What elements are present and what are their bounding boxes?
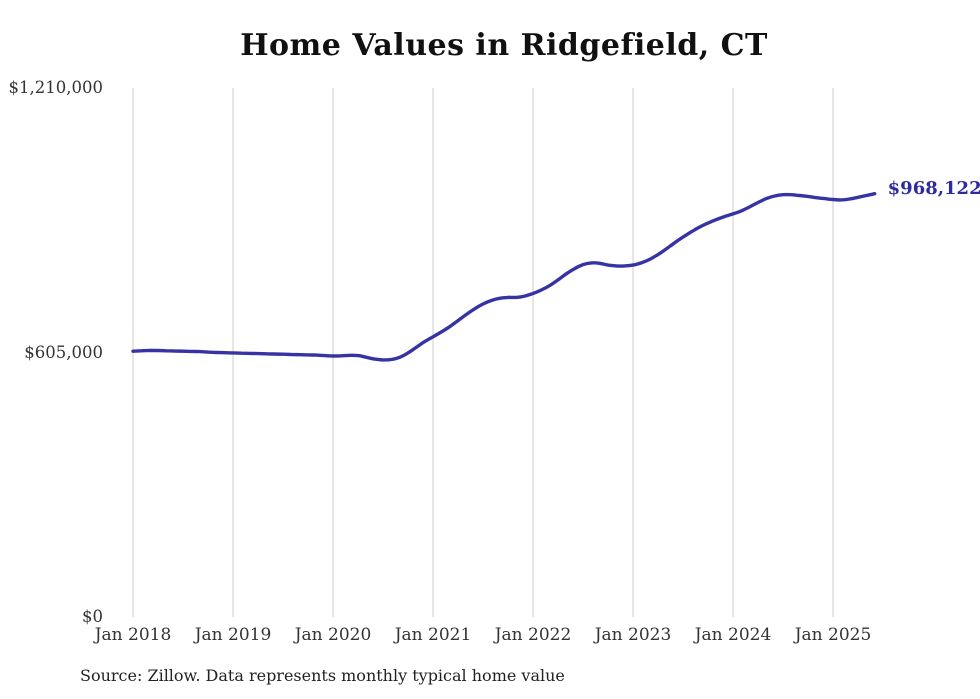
x-axis-tick-label: Jan 2024 xyxy=(694,625,772,645)
x-axis-tick-label: Jan 2021 xyxy=(394,625,472,645)
source-note: Source: Zillow. Data represents monthly … xyxy=(80,666,565,685)
x-axis-tick-label: Jan 2025 xyxy=(794,625,872,645)
x-axis-tick-label: Jan 2018 xyxy=(94,625,172,645)
chart-title: Home Values in Ridgefield, CT xyxy=(240,28,768,63)
latest-value-label: $968,122 xyxy=(887,177,980,199)
x-axis-tick-label: Jan 2023 xyxy=(594,625,672,645)
x-axis-tick-label: Jan 2020 xyxy=(294,625,372,645)
y-axis-tick-label: $605,000 xyxy=(24,342,103,362)
home-value-line xyxy=(131,192,877,362)
y-axis-tick-label: $0 xyxy=(82,607,103,626)
y-axis-tick-label: $1,210,000 xyxy=(8,78,103,97)
x-axis-tick-label: Jan 2019 xyxy=(194,625,272,645)
x-axis-tick-label: Jan 2022 xyxy=(494,625,572,645)
